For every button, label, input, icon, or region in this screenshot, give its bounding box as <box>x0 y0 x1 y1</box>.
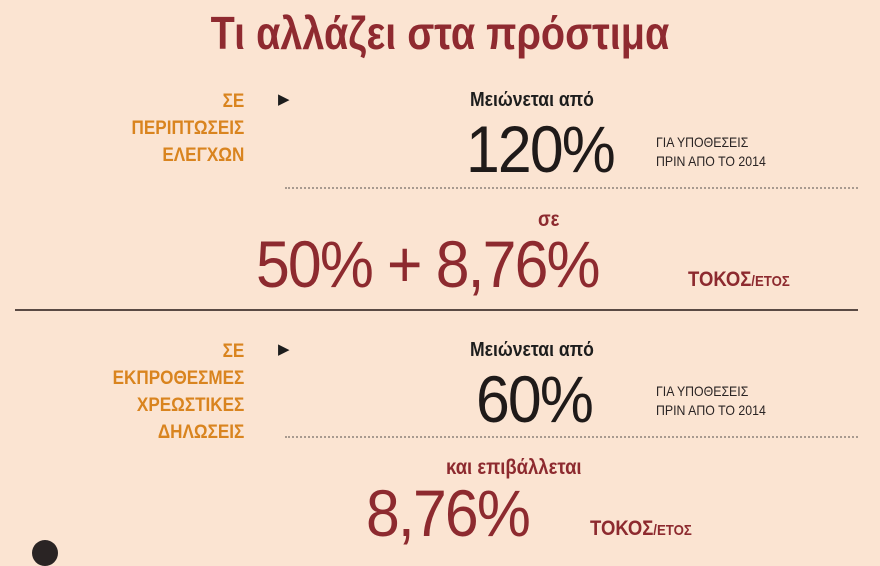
category-line: ΠΕΡΙΠΤΩΣΕΙΣ <box>131 118 244 139</box>
from-value: 60% <box>476 362 594 436</box>
note-line: ΓΙΑ ΥΠΟΘΕΣΕΙΣ <box>656 383 749 399</box>
category-line: ΕΚΠΡΟΘΕΣΜΕΣ <box>112 368 244 389</box>
note-line: ΠΡΙΝ ΑΠΟ ΤΟ 2014 <box>656 402 766 418</box>
triangle-right-icon: ▶ <box>278 91 290 108</box>
category-label: ΣΕ ΕΚΠΡΟΘΕΣΜΕΣ ΧΡΕΩΣΤΙΚΕΣ ΔΗΛΩΣΕΙΣ <box>112 338 244 446</box>
interest-label: ΤΟΚΟΣ/ΕΤΟΣ <box>590 517 692 541</box>
note: ΓΙΑ ΥΠΟΘΕΣΕΙΣ ΠΡΙΝ ΑΠΟ ΤΟ 2014 <box>656 382 766 420</box>
interest-text: ΤΟΚΟΣ <box>590 517 654 540</box>
circle-icon <box>32 540 58 566</box>
interest-unit: /ΕΤΟΣ <box>751 273 790 290</box>
triangle-right-icon: ▶ <box>278 341 290 358</box>
category-line: ΣΕ <box>222 341 244 362</box>
lead-text: Μειώνεται από <box>470 89 594 111</box>
category-line: ΔΗΛΩΣΕΙΣ <box>157 422 244 443</box>
to-value: 8,76% <box>366 476 531 550</box>
interest-label: ΤΟΚΟΣ/ΕΤΟΣ <box>688 268 790 292</box>
category-line: ΧΡΕΩΣΤΙΚΕΣ <box>136 395 244 416</box>
note: ΓΙΑ ΥΠΟΘΕΣΕΙΣ ΠΡΙΝ ΑΠΟ ΤΟ 2014 <box>656 133 766 171</box>
note-line: ΓΙΑ ΥΠΟΘΕΣΕΙΣ <box>656 134 749 150</box>
lead-text: Μειώνεται από <box>470 339 594 361</box>
interest-unit: /ΕΤΟΣ <box>653 522 692 539</box>
divider <box>285 436 858 438</box>
interest-text: ΤΟΚΟΣ <box>688 268 752 291</box>
category-line: ΕΛΕΓΧΩΝ <box>162 145 244 166</box>
connector-text: σε <box>538 208 560 231</box>
category-label: ΣΕ ΠΕΡΙΠΤΩΣΕΙΣ ΕΛΕΓΧΩΝ <box>131 88 244 169</box>
category-line: ΣΕ <box>222 91 244 112</box>
section-divider <box>15 309 858 311</box>
note-line: ΠΡΙΝ ΑΠΟ ΤΟ 2014 <box>656 153 766 169</box>
from-value: 120% <box>466 112 616 186</box>
to-value: 50% + 8,76% <box>256 227 600 301</box>
divider <box>285 187 858 189</box>
page-title: Τι αλλάζει στα πρόστιμα <box>210 7 670 59</box>
connector-text: και επιβάλλεται <box>446 456 582 479</box>
